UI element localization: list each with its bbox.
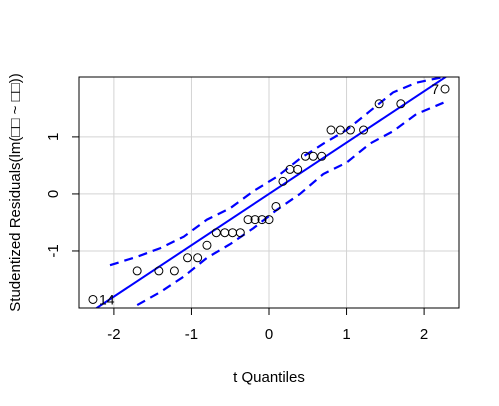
data-point-28 xyxy=(440,84,450,94)
data-point-18 xyxy=(293,164,303,174)
data-point-1 xyxy=(132,266,142,276)
data-point-23 xyxy=(335,125,345,135)
data-point-25 xyxy=(359,125,369,135)
data-point-24 xyxy=(345,125,355,135)
data-point-8 xyxy=(220,228,230,238)
annotation-label-0: 14 xyxy=(99,291,115,307)
data-point-12 xyxy=(250,215,260,225)
data-point-14 xyxy=(264,215,274,225)
y-axis-label: Studentized Residuals(lm(□□ ~ □□)) xyxy=(7,73,24,311)
x-tick-label-1: -1 xyxy=(185,326,198,343)
y-tick-label-1: 0 xyxy=(45,190,62,198)
x-tick-label-2: 0 xyxy=(265,326,273,343)
annotation-label-1: 7 xyxy=(431,81,439,97)
data-point-0 xyxy=(88,294,98,304)
data-point-26 xyxy=(374,99,384,109)
y-axis: -1 0 1 xyxy=(45,133,80,258)
data-point-5 xyxy=(193,253,203,263)
data-point-16 xyxy=(278,176,288,186)
data-point-2 xyxy=(154,266,164,276)
x-axis: -2 -1 0 1 2 xyxy=(107,307,428,343)
data-point-27 xyxy=(396,99,406,109)
data-point-21 xyxy=(317,151,327,161)
x-tick-label-3: 1 xyxy=(342,326,350,343)
band-lower-line xyxy=(136,101,444,307)
data-point-9 xyxy=(228,228,238,238)
data-point-11 xyxy=(243,215,253,225)
data-point-15 xyxy=(271,201,281,211)
data-point-22 xyxy=(326,125,336,135)
data-point-6 xyxy=(202,240,212,250)
grid-lines xyxy=(79,77,459,308)
y-tick-label-0: -1 xyxy=(45,244,62,257)
data-point-13 xyxy=(257,215,267,225)
point-annotations: 14 7 xyxy=(99,81,439,307)
x-tick-label-0: -2 xyxy=(107,326,120,343)
x-axis-label: t Quantiles xyxy=(233,369,305,386)
fit-line xyxy=(94,77,448,308)
data-point-3 xyxy=(169,266,179,276)
fit-line-group xyxy=(94,77,448,308)
confidence-band xyxy=(109,77,444,307)
data-point-4 xyxy=(183,253,193,263)
data-point-10 xyxy=(235,228,245,238)
data-points xyxy=(88,84,450,304)
band-upper-line xyxy=(109,77,444,267)
y-tick-label-2: 1 xyxy=(45,133,62,141)
data-point-7 xyxy=(211,228,221,238)
data-point-20 xyxy=(308,151,318,161)
x-tick-label-4: 2 xyxy=(420,326,428,343)
